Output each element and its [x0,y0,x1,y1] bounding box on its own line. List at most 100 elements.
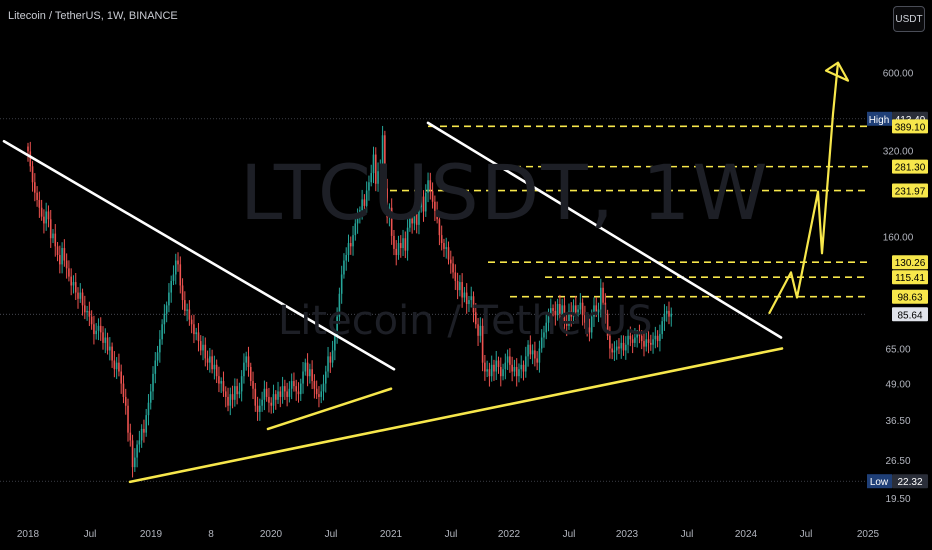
candle-body [261,399,263,406]
candle-body [590,316,593,333]
candle [111,342,113,368]
candle-body [618,346,620,349]
candle [365,181,368,213]
candle [565,314,568,337]
downtrend-line-2018 [2,139,396,371]
candle [388,203,391,227]
candle-body [449,259,452,264]
candle-body [493,364,495,372]
candle-body [279,391,282,397]
support-line-short [266,387,393,431]
candle-body [211,356,213,370]
candle-body [393,235,395,249]
symbol-title[interactable]: Litecoin / TetherUS, 1W, BINANCE [8,10,178,22]
candle [397,235,400,260]
candle-body [511,364,513,372]
candle [284,379,286,400]
candle-body [524,356,527,372]
candle-body [124,396,127,406]
candle-body [534,350,536,359]
projection-line [768,62,840,315]
candle-body [288,388,291,397]
candle [61,242,63,274]
candle-body [424,192,427,212]
candle-body [215,364,218,377]
candle [638,324,641,344]
candle-body [220,381,223,384]
candle [131,434,134,478]
candle [340,265,343,304]
candle [143,419,145,443]
candle-body [499,366,502,377]
candle-body [381,135,384,166]
candle [465,283,468,314]
candle-body [474,312,477,325]
candle [536,351,538,371]
candle [513,359,516,377]
candle [197,323,200,352]
candle [97,318,100,341]
y-tick-label: 65.00 [885,344,910,355]
candle [345,247,348,271]
candle [279,386,282,408]
candle-body [434,201,436,211]
candle-body [606,313,609,336]
candle [261,391,263,412]
candle [615,340,618,360]
candle-body [622,342,625,351]
candle [629,326,632,347]
candle [122,375,125,404]
candle-body [520,364,523,370]
candle-body [663,313,666,322]
candle [570,302,573,327]
candle-body [463,292,466,298]
candle-body [63,248,66,261]
candle [504,353,507,380]
candle-body [331,350,334,363]
candle-body [356,217,359,224]
candle-body [568,310,570,326]
candle [390,198,393,245]
candle-body [645,339,648,347]
candle [579,293,582,315]
candle [584,305,586,329]
candle [574,296,577,321]
candle [306,353,309,387]
currency-button[interactable]: USDT [893,6,925,32]
resistance-tag-bg [892,289,928,304]
candle [431,182,434,209]
candle-body [443,243,445,249]
candle [220,377,223,393]
candle [418,202,420,235]
candle [136,440,138,468]
candle-body [229,394,232,406]
candle-body [65,260,68,269]
candle-body [665,310,668,314]
candle [295,379,298,401]
candles [27,125,673,478]
candle [647,331,650,354]
candle [313,374,316,399]
candle-body [384,135,386,189]
candle-body [97,325,100,331]
x-tick-label: 2024 [735,529,758,540]
candle-body [163,313,166,325]
candle-body [281,386,284,397]
candle [195,327,198,341]
candle-body [45,211,47,224]
candle-body [574,305,577,313]
candle-body [231,394,234,400]
candle [172,265,175,286]
candle [556,298,559,321]
candle [436,201,438,224]
candle [595,297,598,318]
candle-body [104,337,107,343]
candle-body [61,248,63,265]
candle [554,301,557,326]
candle-body [236,386,238,395]
candle [424,184,427,217]
candle [65,253,68,279]
candle-body [79,292,82,299]
candle-body [318,394,320,397]
